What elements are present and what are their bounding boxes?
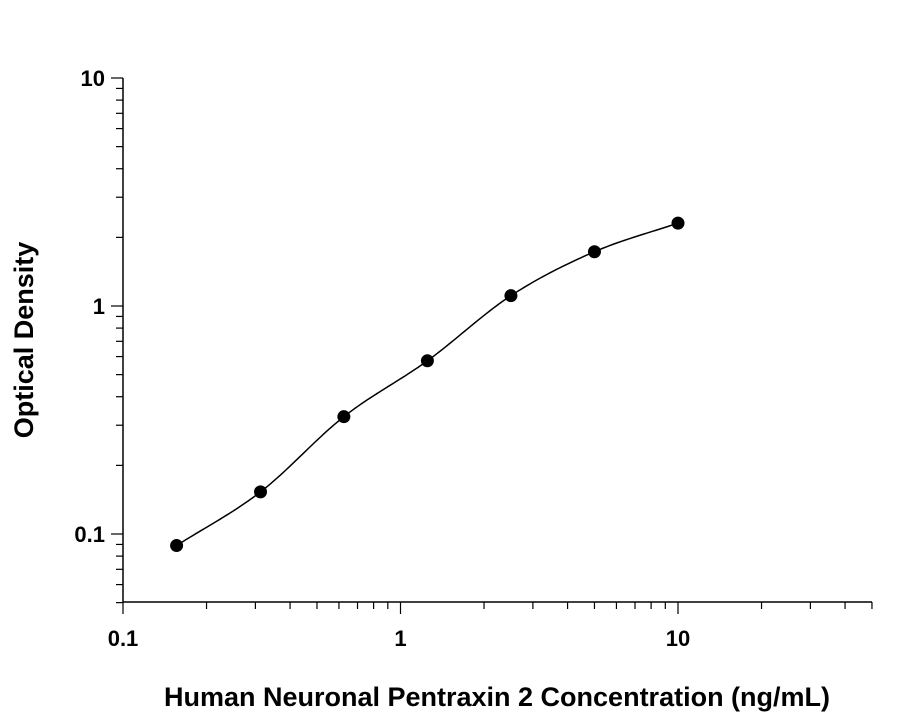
x-tick-label: 10: [666, 626, 690, 651]
y-tick-label: 1: [93, 294, 105, 319]
data-point: [254, 485, 268, 499]
x-tick-label: 0.1: [108, 626, 139, 651]
x-axis-title: Human Neuronal Pentraxin 2 Concentration…: [164, 682, 830, 712]
fit-curve-layer: [176, 222, 679, 547]
data-point: [337, 410, 351, 424]
tick-labels: 0.1 1 10 0.1 1 10: [74, 66, 690, 651]
x-tick-label: 1: [394, 626, 406, 651]
fit-curve: [176, 222, 679, 547]
data-point: [671, 216, 685, 230]
y-tick-label: 10: [81, 66, 105, 91]
y-tick-label: 0.1: [74, 522, 105, 547]
y-axis-title: Optical Density: [9, 242, 39, 439]
axes: [111, 77, 873, 614]
data-point: [170, 539, 184, 553]
data-points: [170, 216, 685, 553]
data-point: [420, 354, 434, 368]
data-point: [587, 245, 601, 259]
data-point: [504, 289, 518, 303]
